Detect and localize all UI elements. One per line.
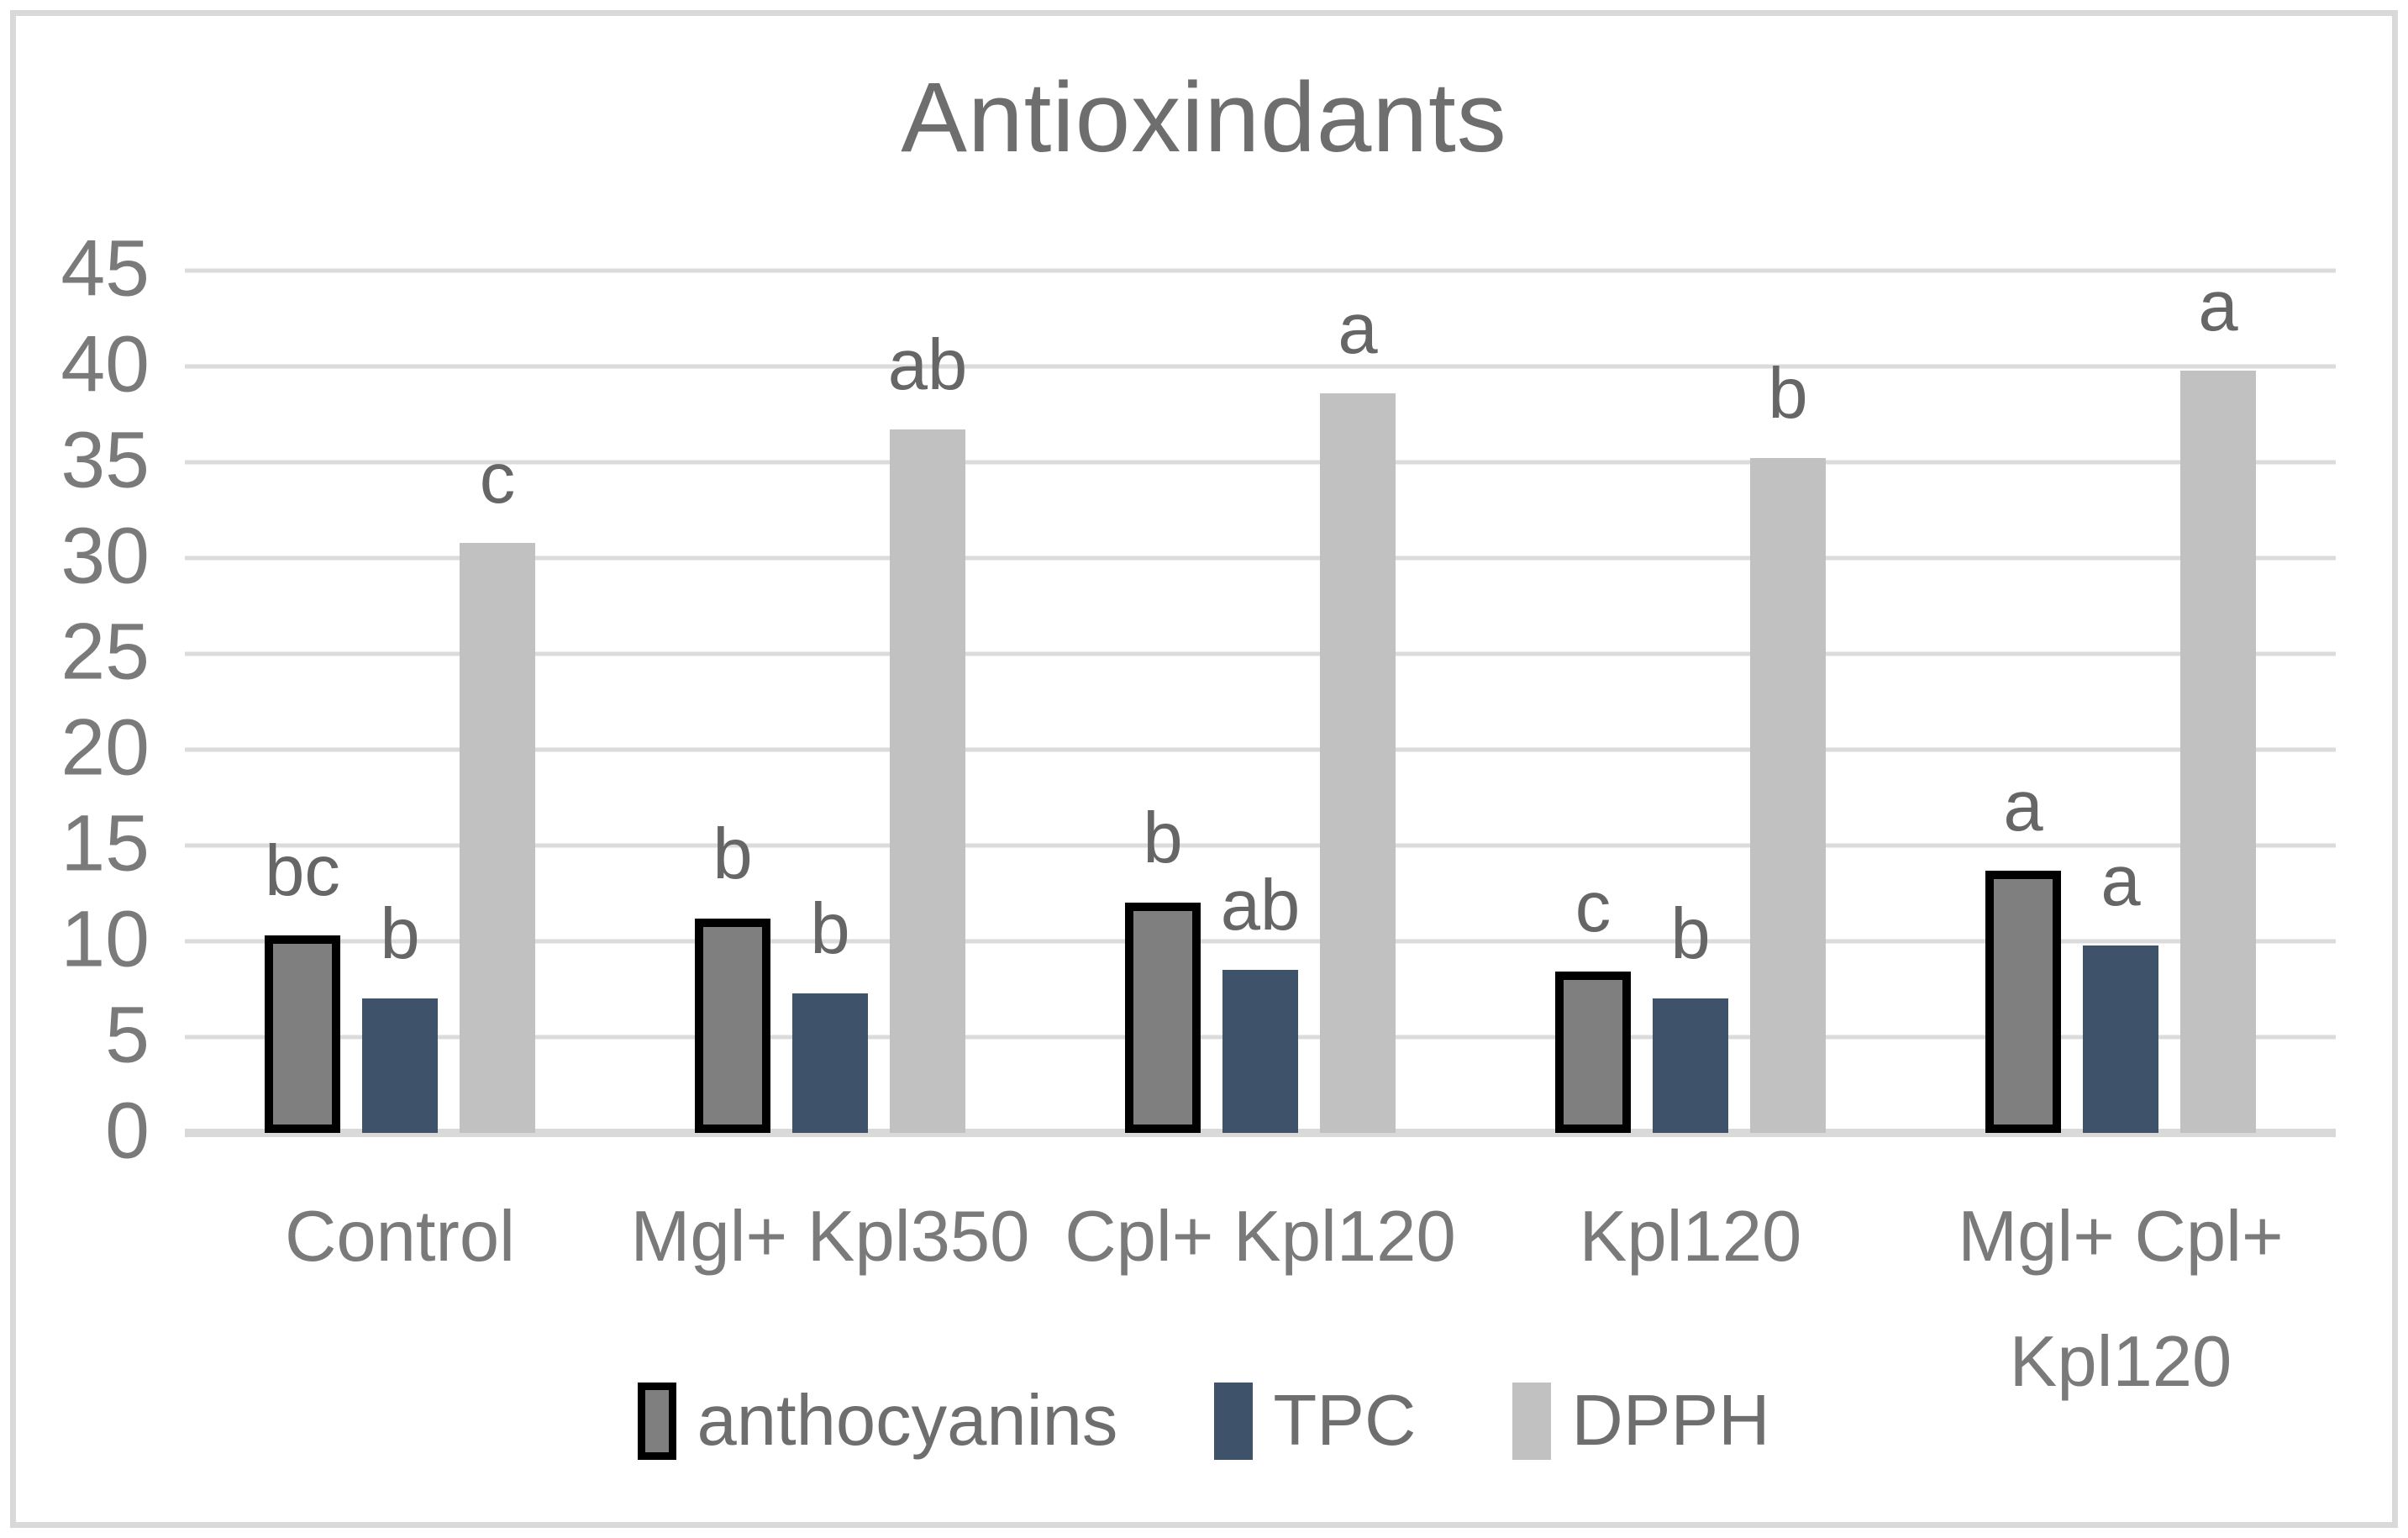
chart-title: Antioxindants	[901, 62, 1507, 173]
bar-anthocyanins-kpl120	[1555, 972, 1631, 1133]
y-tick-label: 20	[60, 703, 150, 793]
bar-slot: a	[1985, 271, 2061, 1133]
significance-letter: b	[380, 894, 420, 975]
legend-label: DPPH	[1571, 1381, 1770, 1461]
y-tick-label: 25	[60, 607, 150, 697]
x-category-label: Cpl+ Kpl120	[1065, 1197, 1456, 1277]
gridline	[185, 460, 2336, 465]
x-axis-line	[185, 1129, 2336, 1137]
x-axis: Control Mgl+ Kpl350 Cpl+ Kpl120 Kpl120 M…	[185, 1175, 2336, 1425]
bar-slot: b	[695, 271, 770, 1133]
significance-letter: c	[1575, 867, 1611, 948]
bar-slot: b	[1750, 271, 1826, 1133]
significance-letter: b	[1768, 354, 1808, 435]
y-tick-label: 10	[60, 894, 150, 984]
gridline	[185, 364, 2336, 369]
bar-groups: bc b c b b ab	[185, 271, 2336, 1133]
bar-dpph-cpl-kpl120	[1320, 392, 1396, 1133]
y-tick-label: 0	[105, 1086, 150, 1176]
y-tick-label: 40	[60, 319, 150, 409]
legend-item-dpph: DPPH	[1512, 1380, 1770, 1462]
significance-letter: a	[1338, 288, 1378, 369]
legend-swatch-tpc	[1214, 1383, 1254, 1460]
bar-group-kpl120: c b b	[1475, 271, 1906, 1133]
bar-anthocyanins-cpl-kpl120	[1125, 903, 1201, 1133]
significance-letter: b	[1670, 894, 1711, 975]
bar-slot: b	[792, 271, 868, 1133]
legend-label: anthocyanins	[697, 1381, 1118, 1461]
bar-group-cpl-kpl120: b ab a	[1045, 271, 1475, 1133]
significance-letter: a	[2003, 766, 2043, 846]
bar-slot: b	[362, 271, 438, 1133]
x-category-label: Mgl+ Kpl350	[630, 1197, 1030, 1277]
bar-anthocyanins-mgl-cpl-kpl120	[1985, 870, 2061, 1133]
y-tick-label: 5	[105, 990, 150, 1080]
bar-dpph-kpl120	[1750, 458, 1826, 1133]
bar-slot: b	[1125, 271, 1201, 1133]
y-tick-label: 15	[60, 798, 150, 888]
chart-frame	[10, 10, 2398, 1528]
bar-dpph-mgl-cpl-kpl120	[2180, 371, 2256, 1133]
y-tick-label: 30	[60, 511, 150, 601]
significance-letter: bc	[265, 831, 340, 912]
bar-anthocyanins-mgl-kpl350	[695, 918, 770, 1133]
bar-tpc-mgl-kpl350	[792, 993, 868, 1133]
legend-label: TPC	[1273, 1381, 1417, 1461]
legend: anthocyanins TPC DPPH	[0, 1380, 2408, 1462]
significance-letter: b	[712, 814, 753, 894]
bar-group-control: bc b c	[185, 271, 615, 1133]
significance-letter: b	[1143, 798, 1183, 879]
bar-dpph-mgl-kpl350	[890, 429, 965, 1133]
y-axis: 45 40 35 30 25 20 15 10 5 0	[0, 224, 150, 1175]
bar-group-mgl-cpl-kpl120: a a a	[1906, 271, 2336, 1133]
legend-swatch-anthocyanins	[638, 1383, 677, 1460]
bar-tpc-mgl-cpl-kpl120	[2083, 945, 2158, 1133]
significance-letter: ab	[1220, 866, 1301, 946]
plot-area: bc b c b b ab	[185, 268, 2336, 1137]
gridline	[185, 556, 2336, 561]
gridline	[185, 651, 2336, 656]
bar-slot: a	[2083, 271, 2158, 1133]
x-category-label: Mgl+ Cpl+ Kpl120	[1958, 1197, 2284, 1402]
significance-letter: c	[479, 438, 516, 519]
bar-slot: c	[460, 271, 535, 1133]
bar-slot: c	[1555, 271, 1631, 1133]
bar-slot: bc	[265, 271, 340, 1133]
bar-group-mgl-kpl350: b b ab	[615, 271, 1045, 1133]
legend-item-anthocyanins: anthocyanins	[638, 1380, 1117, 1462]
gridline	[185, 939, 2336, 944]
gridline	[185, 747, 2336, 752]
bar-slot: b	[1653, 271, 1728, 1133]
y-tick-label: 45	[60, 224, 150, 313]
x-category-label: Kpl120	[1579, 1197, 1802, 1277]
bar-slot: ab	[1220, 271, 1301, 1133]
y-tick-label: 35	[60, 415, 150, 505]
legend-item-tpc: TPC	[1214, 1380, 1416, 1462]
significance-letter: a	[2198, 266, 2238, 346]
bar-tpc-kpl120	[1653, 998, 1728, 1133]
significance-letter: b	[810, 888, 850, 969]
gridline	[185, 843, 2336, 848]
bar-anthocyanins-control	[265, 935, 340, 1133]
bar-slot: ab	[887, 271, 968, 1133]
significance-letter: ab	[887, 325, 968, 406]
bar-tpc-control	[362, 998, 438, 1133]
significance-letter: a	[2100, 840, 2141, 921]
gridline	[185, 268, 2336, 273]
x-category-label: Control	[284, 1197, 515, 1277]
bar-slot: a	[2180, 271, 2256, 1133]
legend-swatch-dpph	[1512, 1383, 1552, 1460]
bar-tpc-cpl-kpl120	[1222, 970, 1298, 1133]
bar-slot: a	[1320, 271, 1396, 1133]
bar-dpph-control	[460, 542, 535, 1133]
